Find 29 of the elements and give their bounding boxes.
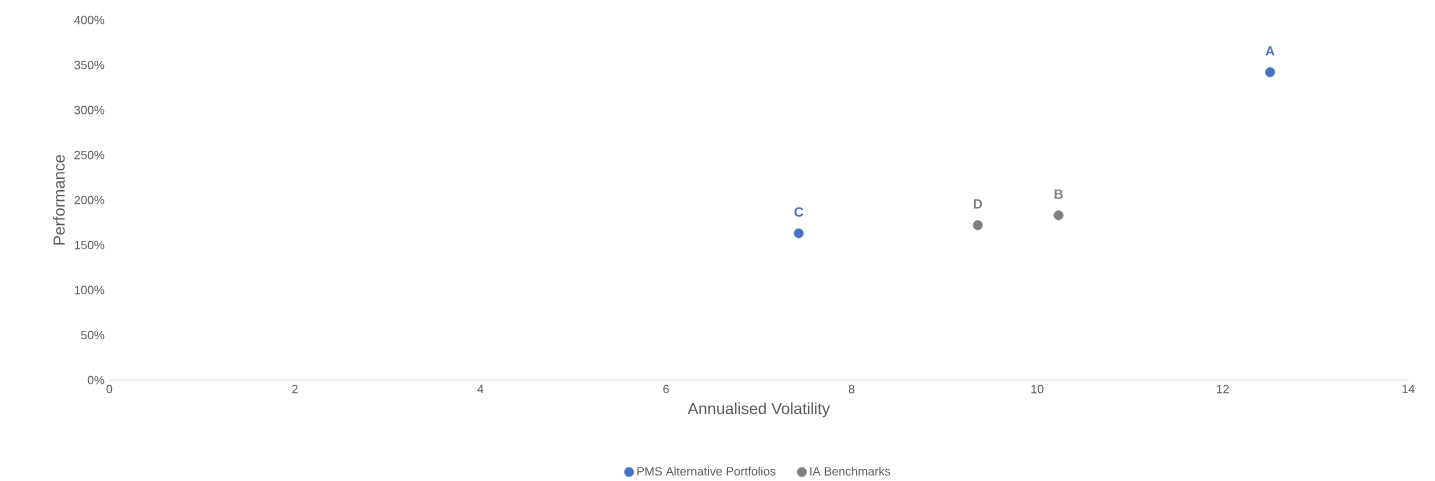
x-tick-label: 0 — [106, 384, 113, 394]
y-tick-label: 50% — [81, 330, 105, 340]
point — [793, 228, 804, 239]
annotation: C — [794, 206, 804, 217]
x-axis-title: Annualised Volatility — [687, 402, 830, 418]
y-tick-label: 0% — [87, 375, 105, 385]
y-tick-label: 300% — [74, 105, 105, 115]
x-tick-label: 10 — [1031, 384, 1044, 394]
legend-label: PMS Alternative Portfolios — [637, 466, 776, 476]
point — [1053, 210, 1064, 221]
x-tick-label: 6 — [663, 384, 669, 394]
point — [1265, 67, 1276, 77]
y-tick-label: 250% — [74, 150, 105, 160]
x-tick-label: 8 — [848, 384, 855, 394]
annotation: A — [1265, 46, 1275, 56]
legend-label: IA Benchmarks — [810, 466, 891, 476]
x-tick-label: 4 — [477, 384, 484, 393]
y-tick-label: 100% — [74, 285, 105, 295]
x-tick-label: 12 — [1217, 384, 1229, 393]
y-tick-label: 350% — [74, 60, 105, 70]
y-tick-label: 400% — [74, 15, 105, 25]
x-tick-label: 14 — [1402, 384, 1415, 393]
y-tick-label: 150% — [74, 240, 105, 250]
annotation: B — [1054, 189, 1063, 199]
y-axis-title: Performance — [53, 154, 65, 245]
y-tick-label: 200% — [74, 195, 105, 205]
annotation: D — [973, 199, 983, 209]
x-tick-label: 2 — [292, 384, 298, 393]
point — [972, 220, 983, 230]
